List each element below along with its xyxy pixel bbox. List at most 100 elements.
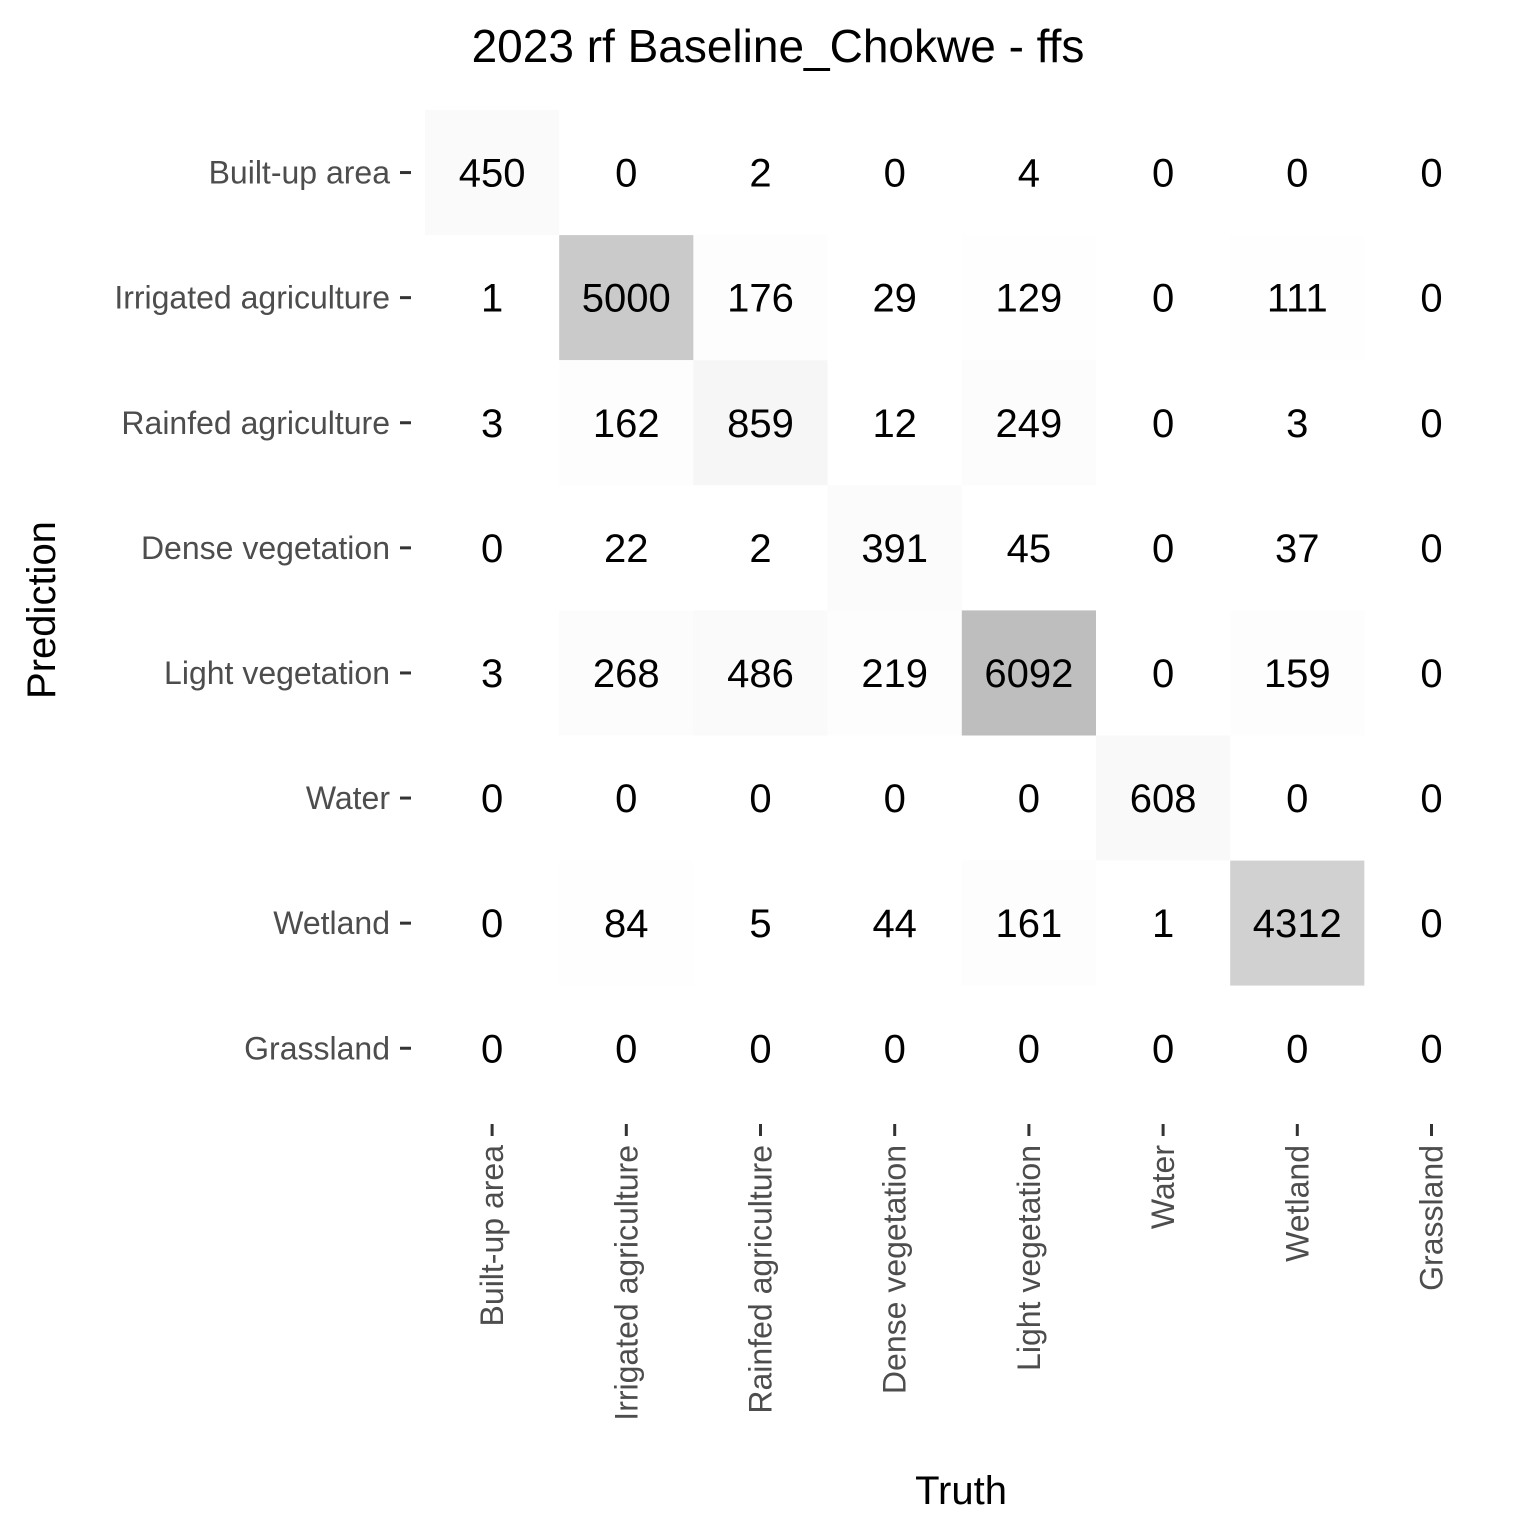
cell-value-label: 268: [593, 652, 660, 696]
cell-value-label: 5: [749, 902, 771, 946]
cell-built-up-area-x-grassland: [1364, 110, 1499, 236]
cell-value-label: 3: [1286, 402, 1308, 446]
cell-grassland-x-light-vegetation: [961, 985, 1096, 1111]
cell-water-x-rainfed-agriculture: [693, 735, 828, 861]
heatmap-cells: [425, 110, 1499, 1111]
y-tick-label-irrigated-agriculture: Irrigated agriculture: [114, 280, 390, 316]
cell-irrigated-agriculture-x-wetland: [1230, 235, 1365, 361]
x-tick-label-irrigated-agriculture: Irrigated agriculture: [608, 1145, 644, 1421]
y-axis-title: Prediction: [20, 521, 64, 699]
cell-value-label: 37: [1275, 527, 1320, 571]
cell-value-label: 0: [1420, 277, 1442, 321]
cell-value-label: 0: [1152, 527, 1174, 571]
cell-value-label: 0: [615, 777, 637, 821]
cell-water-x-built-up-area: [425, 735, 560, 861]
cell-value-label: 0: [1286, 152, 1308, 196]
cell-light-vegetation-x-wetland: [1230, 610, 1365, 736]
cell-value-label: 1: [1152, 902, 1174, 946]
cell-value-label: 0: [481, 1027, 503, 1071]
cell-light-vegetation-x-water: [1096, 610, 1231, 736]
cell-value-label: 0: [1018, 1027, 1040, 1071]
cell-value-label: 0: [481, 902, 503, 946]
cell-built-up-area-x-rainfed-agriculture: [693, 110, 828, 236]
cell-value-label: 0: [481, 777, 503, 821]
cell-irrigated-agriculture-x-built-up-area: [425, 235, 560, 361]
y-tick-label-water: Water: [306, 780, 391, 816]
cell-value-label: 4312: [1253, 902, 1342, 946]
cell-dense-vegetation-x-dense-vegetation: [827, 485, 962, 611]
x-axis-ticks: Built-up area Irrigated agriculture Rainfe…: [474, 1124, 1450, 1421]
cell-rainfed-agriculture-x-dense-vegetation: [827, 360, 962, 486]
y-tick-label-dense-vegetation: Dense vegetation: [141, 530, 390, 566]
cell-value-label: 608: [1130, 777, 1197, 821]
cell-value-label: 2: [749, 527, 771, 571]
cell-wetland-x-light-vegetation: [961, 860, 1096, 986]
cell-light-vegetation-x-grassland: [1364, 610, 1499, 736]
cell-rainfed-agriculture-x-wetland: [1230, 360, 1365, 486]
x-tick-label-light-vegetation: Light vegetation: [1011, 1145, 1047, 1371]
cell-value-label: 0: [615, 1027, 637, 1071]
y-tick-label-wetland: Wetland: [273, 905, 390, 941]
cell-dense-vegetation-x-built-up-area: [425, 485, 560, 611]
cell-value-label: 859: [727, 402, 794, 446]
cell-wetland-x-water: [1096, 860, 1231, 986]
cell-dense-vegetation-x-irrigated-agriculture: [559, 485, 694, 611]
cell-water-x-light-vegetation: [961, 735, 1096, 861]
cell-value-label: 0: [749, 1027, 771, 1071]
cell-value-label: 0: [884, 152, 906, 196]
cell-value-label: 176: [727, 277, 794, 321]
cell-value-labels: 450 0 2 0 4 0 0 01 5000 176 29 129 0 111 03 162 859 12 249…: [459, 152, 1443, 1072]
cell-value-label: 249: [996, 402, 1063, 446]
cell-value-label: 4: [1018, 152, 1040, 196]
cell-value-label: 84: [604, 902, 649, 946]
cell-irrigated-agriculture-x-water: [1096, 235, 1231, 361]
x-axis-title: Truth: [915, 1469, 1007, 1513]
cell-value-label: 44: [872, 902, 917, 946]
cell-value-label: 162: [593, 402, 660, 446]
cell-value-label: 6092: [984, 652, 1073, 696]
chart-title: 2023 rf Baseline_Chokwe - ffs: [472, 20, 1085, 72]
cell-value-label: 0: [1152, 1027, 1174, 1071]
cell-value-label: 0: [1152, 152, 1174, 196]
cell-value-label: 0: [1152, 652, 1174, 696]
cell-built-up-area-x-water: [1096, 110, 1231, 236]
cell-value-label: 0: [615, 152, 637, 196]
cell-irrigated-agriculture-x-irrigated-agriculture: [559, 235, 694, 361]
cell-dense-vegetation-x-wetland: [1230, 485, 1365, 611]
cell-value-label: 0: [1152, 402, 1174, 446]
y-tick-label-grassland: Grassland: [244, 1030, 390, 1066]
cell-built-up-area-x-dense-vegetation: [827, 110, 962, 236]
cell-value-label: 1: [481, 277, 503, 321]
cell-wetland-x-rainfed-agriculture: [693, 860, 828, 986]
cell-rainfed-agriculture-x-light-vegetation: [961, 360, 1096, 486]
x-tick-label-rainfed-agriculture: Rainfed agriculture: [743, 1145, 779, 1414]
cell-value-label: 0: [1420, 902, 1442, 946]
cell-rainfed-agriculture-x-grassland: [1364, 360, 1499, 486]
cell-value-label: 0: [1286, 777, 1308, 821]
cell-value-label: 450: [459, 152, 526, 196]
cell-dense-vegetation-x-water: [1096, 485, 1231, 611]
x-tick-label-wetland: Wetland: [1279, 1145, 1315, 1262]
cell-value-label: 0: [1018, 777, 1040, 821]
cell-value-label: 45: [1007, 527, 1052, 571]
cell-built-up-area-x-built-up-area: [425, 110, 560, 236]
cell-irrigated-agriculture-x-light-vegetation: [961, 235, 1096, 361]
cell-wetland-x-built-up-area: [425, 860, 560, 986]
cell-grassland-x-water: [1096, 985, 1231, 1111]
cell-value-label: 219: [861, 652, 928, 696]
cell-value-label: 0: [1420, 527, 1442, 571]
cell-irrigated-agriculture-x-rainfed-agriculture: [693, 235, 828, 361]
cell-grassland-x-rainfed-agriculture: [693, 985, 828, 1111]
cell-built-up-area-x-wetland: [1230, 110, 1365, 236]
cell-value-label: 0: [1286, 1027, 1308, 1071]
cell-value-label: 0: [884, 1027, 906, 1071]
cell-dense-vegetation-x-light-vegetation: [961, 485, 1096, 611]
x-tick-label-water: Water: [1145, 1145, 1181, 1230]
cell-value-label: 0: [1420, 652, 1442, 696]
cell-light-vegetation-x-irrigated-agriculture: [559, 610, 694, 736]
x-tick-label-dense-vegetation: Dense vegetation: [877, 1145, 913, 1394]
cell-water-x-irrigated-agriculture: [559, 735, 694, 861]
cell-value-label: 22: [604, 527, 649, 571]
cell-value-label: 0: [1420, 402, 1442, 446]
